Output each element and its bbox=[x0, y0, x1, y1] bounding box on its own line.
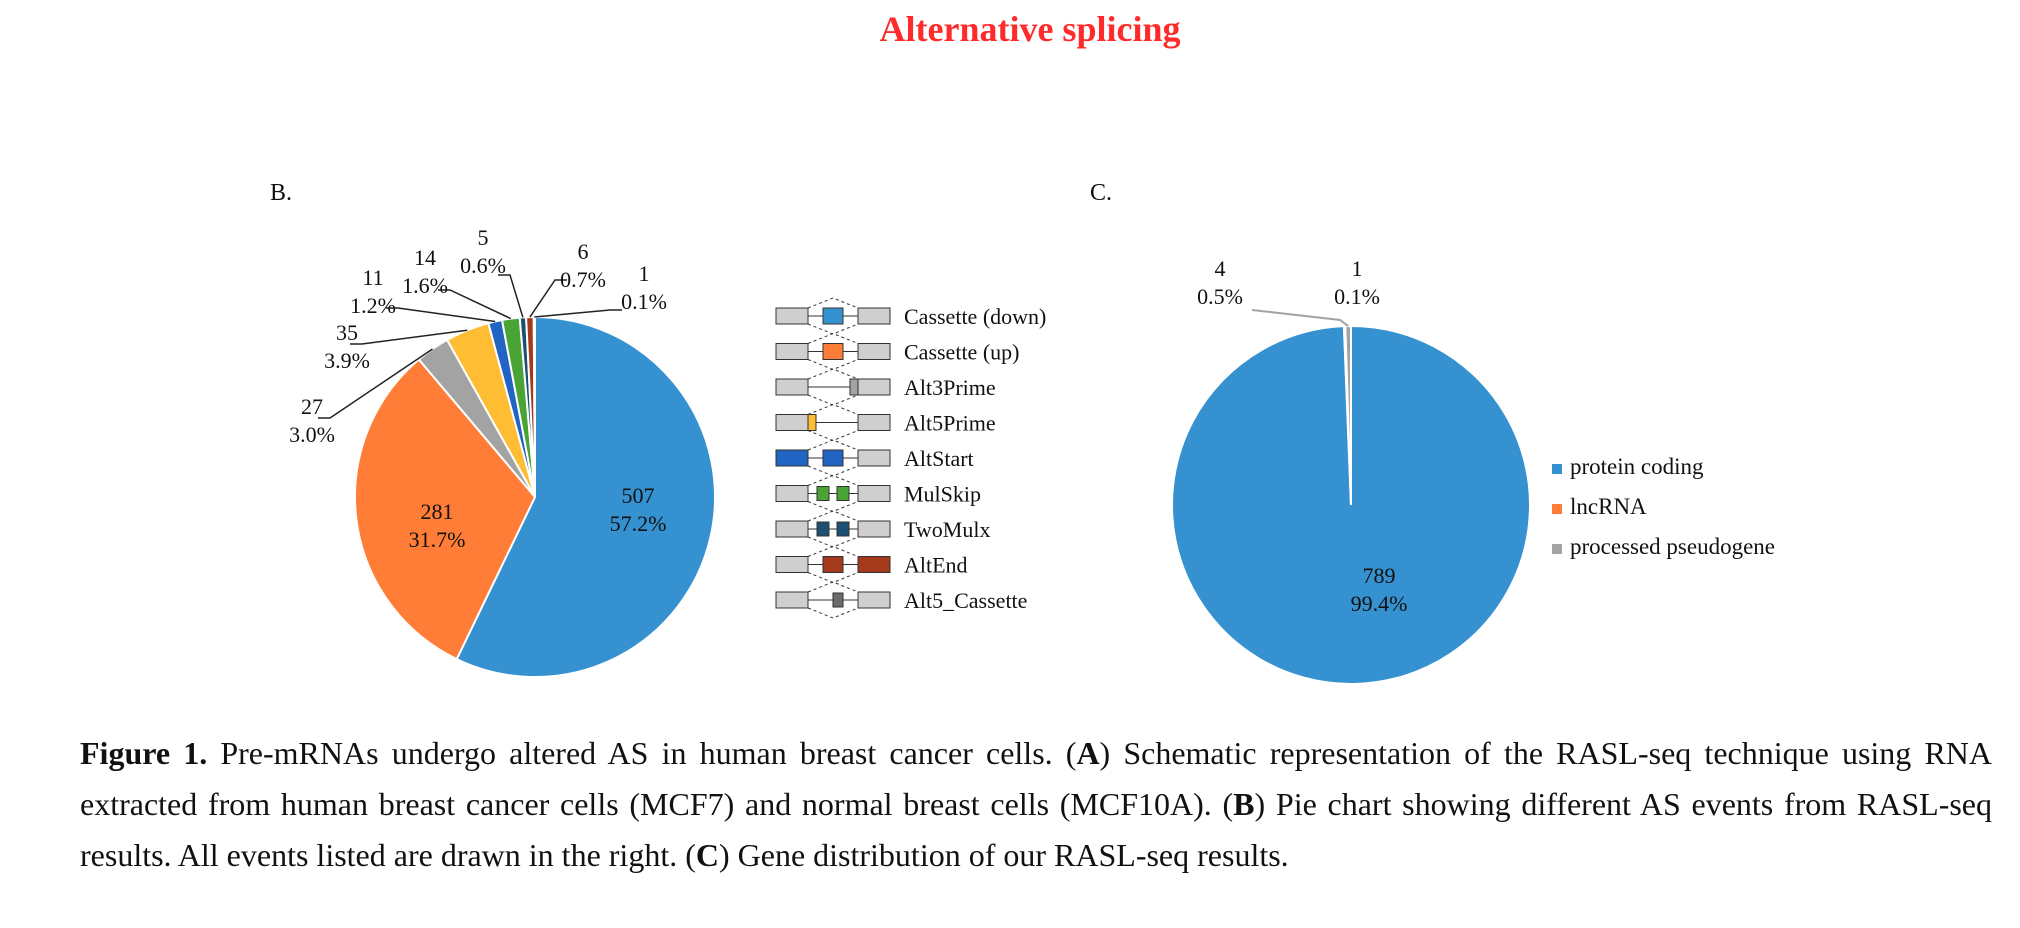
legend-label: Alt3Prime bbox=[904, 375, 996, 400]
leader-line-alt5prime bbox=[350, 329, 468, 345]
data-label-alt5-cassette: 1 0.1% bbox=[621, 261, 667, 314]
pie-chart-gene-distribution: 789 99.4% 4 0.5% 1 0.1% protein coding lncRNA pr… bbox=[1171, 256, 1775, 685]
panel-label-c: C. bbox=[1090, 180, 1113, 206]
data-label-mulskip: 14 1.6% bbox=[402, 245, 448, 298]
caption-text-2: ) Schematic representation of the RASL-s… bbox=[80, 735, 1993, 822]
caption-text-1: Pre-mRNAs undergo altered AS in human br… bbox=[207, 735, 1077, 771]
caption-text-3: ) Pie chart showing different AS events … bbox=[80, 786, 1993, 873]
figure-caption: Figure 1. Pre-mRNAs undergo altered AS i… bbox=[80, 728, 1992, 881]
legend-item-twomulx: TwoMulx bbox=[775, 510, 990, 548]
data-label-twomulx: 5 0.6% bbox=[460, 225, 506, 278]
data-label-altstart: 11 1.2% bbox=[350, 265, 396, 318]
legend-label: Cassette (up) bbox=[904, 340, 1019, 365]
leader-line-altend bbox=[529, 279, 567, 318]
legend-item-protein-coding: protein coding bbox=[1552, 454, 1704, 479]
pie-chart-splicing-events: 507 57.2% 281 31.7% 27 3.0% 35 3.9%11 1.2%14 1.6%… bbox=[289, 225, 1046, 678]
caption-panel-a: A bbox=[1076, 735, 1100, 771]
legend-label: Cassette (down) bbox=[904, 304, 1046, 329]
leader-line-mulskip bbox=[438, 289, 512, 320]
legend-item-alt5-cassette: Alt5_Cassette bbox=[775, 581, 1027, 619]
pie-slice-cassette-up- bbox=[354, 358, 537, 661]
leader-line-altstart bbox=[386, 307, 496, 323]
data-label-cassette-up: 281 31.7% bbox=[409, 499, 466, 552]
legend-label: MulSkip bbox=[904, 482, 981, 507]
legend-item-processed-pseudogene: processed pseudogene bbox=[1552, 534, 1775, 559]
panel-label-b: B. bbox=[270, 180, 293, 206]
data-label-alt5prime: 35 3.9% bbox=[324, 320, 370, 373]
legend-label: processed pseudogene bbox=[1570, 534, 1775, 559]
leader-line-twomulx bbox=[498, 274, 524, 318]
caption-text-4: ) Gene distribution of our RASL-seq resu… bbox=[718, 837, 1289, 873]
legend-item-altend: AltEnd bbox=[775, 545, 968, 584]
data-label-altend: 6 0.7% bbox=[560, 239, 606, 292]
data-label-lncrna: 1 0.1% bbox=[1334, 256, 1380, 309]
legend-item-mulskip: MulSkip bbox=[775, 474, 981, 513]
caption-figure-number: Figure 1. bbox=[80, 735, 208, 771]
data-label-protein-coding: 789 99.4% bbox=[1351, 563, 1408, 616]
legend-label: TwoMulx bbox=[904, 517, 990, 542]
legend-item-cassette-down-: Cassette (down) bbox=[775, 297, 1046, 335]
legend-label: Alt5_Cassette bbox=[904, 588, 1027, 613]
caption-panel-c: C bbox=[695, 837, 719, 873]
legend-item-cassette-up-: Cassette (up) bbox=[775, 332, 1019, 371]
figure-title: Alternative splicing bbox=[879, 9, 1181, 49]
legend-label: AltStart bbox=[904, 446, 974, 471]
legend-item-alt3prime: Alt3Prime bbox=[775, 368, 996, 406]
legend-label: AltEnd bbox=[904, 553, 968, 578]
legend-item-alt5prime: Alt5Prime bbox=[775, 403, 996, 442]
legend-swatch bbox=[1552, 504, 1562, 514]
pie-slice-cassette-down- bbox=[455, 315, 716, 678]
legend-label: lncRNA bbox=[1570, 494, 1647, 519]
data-label-alt3prime: 27 3.0% bbox=[289, 394, 335, 447]
legend-label: Alt5Prime bbox=[904, 411, 996, 436]
caption-panel-b: B bbox=[1233, 786, 1255, 822]
legend-item-lncrna: lncRNA bbox=[1552, 494, 1647, 519]
legend-swatch bbox=[1552, 544, 1562, 554]
legend-swatch bbox=[1552, 464, 1562, 474]
leader-line-alt5-cassette bbox=[534, 309, 622, 318]
data-label-cassette-down: 507 57.2% bbox=[610, 483, 667, 536]
leader-line-processed-pseudogene bbox=[1251, 309, 1349, 327]
leader-line-alt3prime bbox=[318, 348, 433, 419]
data-label-processed-pseudogene: 4 0.5% bbox=[1197, 256, 1243, 309]
legend-label: protein coding bbox=[1570, 454, 1704, 479]
